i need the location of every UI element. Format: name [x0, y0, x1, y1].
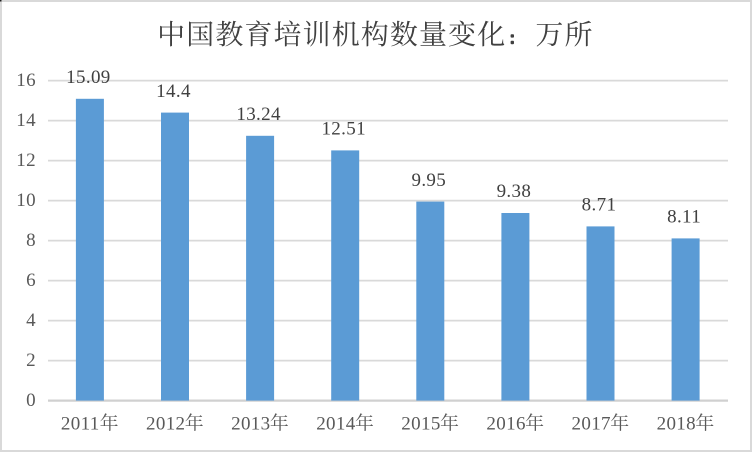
svg-text:0: 0	[26, 390, 36, 411]
svg-text:2018: 2018	[657, 414, 696, 435]
svg-text:15.09: 15.09	[66, 67, 111, 88]
svg-text:14.4: 14.4	[156, 81, 191, 102]
svg-text:2011: 2011	[61, 414, 100, 435]
svg-text:14: 14	[16, 110, 36, 131]
svg-text:2012: 2012	[146, 414, 185, 435]
svg-text:9.38: 9.38	[497, 181, 532, 202]
svg-text:12.51: 12.51	[321, 119, 366, 140]
svg-text:10: 10	[16, 190, 36, 211]
svg-text:2017: 2017	[572, 414, 611, 435]
svg-text:2013: 2013	[231, 414, 270, 435]
svg-text:12: 12	[16, 150, 36, 171]
svg-text:9.95: 9.95	[411, 170, 446, 191]
svg-text:13.24: 13.24	[236, 104, 281, 125]
svg-text:2015: 2015	[401, 414, 440, 435]
svg-text:8.11: 8.11	[667, 207, 701, 228]
svg-text:6: 6	[26, 270, 36, 291]
svg-text:2014: 2014	[316, 414, 356, 435]
svg-text:8.71: 8.71	[582, 195, 617, 216]
svg-text:8: 8	[26, 230, 36, 251]
svg-text:16: 16	[16, 70, 36, 91]
svg-text:2016: 2016	[486, 414, 525, 435]
svg-text:4: 4	[26, 310, 36, 331]
svg-text:2: 2	[26, 350, 36, 371]
